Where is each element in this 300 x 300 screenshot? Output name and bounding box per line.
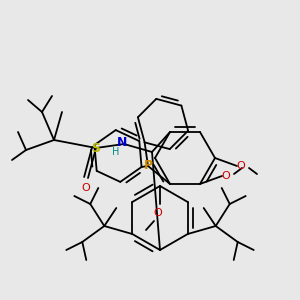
Text: O: O — [82, 183, 90, 193]
Text: H: H — [112, 147, 120, 157]
Text: O: O — [222, 171, 230, 181]
Text: N: N — [117, 136, 127, 148]
Text: O: O — [237, 161, 245, 171]
Text: S: S — [92, 142, 100, 154]
Text: O: O — [154, 208, 162, 218]
Text: P: P — [143, 160, 153, 172]
